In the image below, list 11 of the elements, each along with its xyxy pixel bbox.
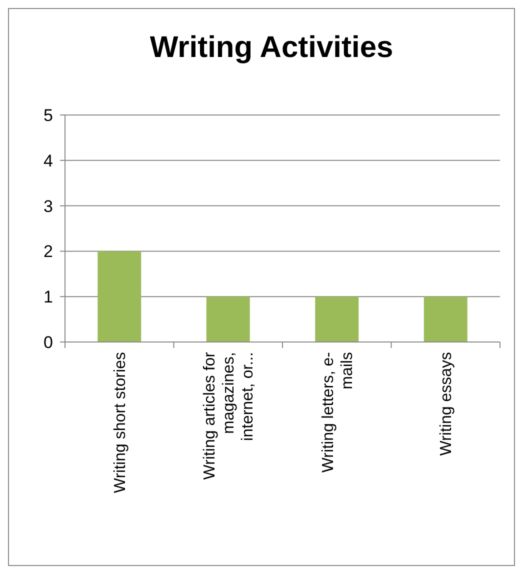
chart-title: Writing Activities (150, 31, 394, 64)
x-tick-label: Writing essays (438, 352, 456, 456)
y-tick-label: 4 (44, 151, 53, 170)
x-tick-label: Writing letters, e-mails (320, 352, 356, 473)
y-tick-label: 2 (44, 242, 53, 262)
x-tick-label: Writing short stories (112, 352, 129, 494)
y-tick-label: 5 (44, 106, 53, 125)
y-tick-label: 0 (44, 332, 53, 352)
x-tick-label: Writing articles for magazines, internet, or... (202, 351, 257, 480)
y-tick-label: 3 (44, 196, 53, 216)
y-tick-label: 1 (44, 288, 53, 307)
